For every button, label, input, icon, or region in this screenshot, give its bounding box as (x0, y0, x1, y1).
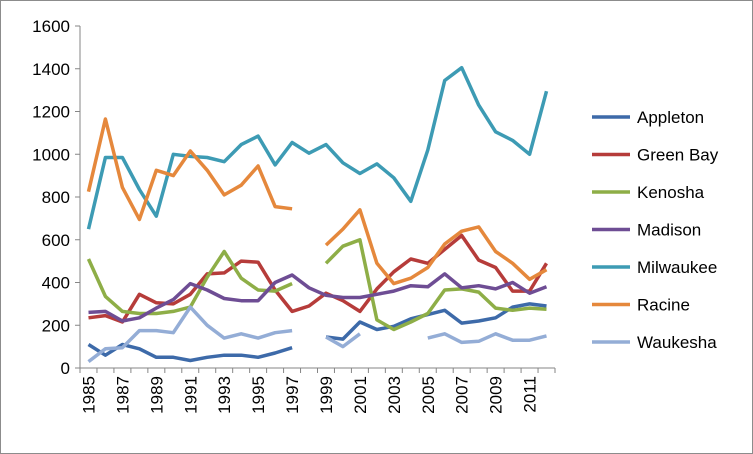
x-tick-label: 2005 (419, 376, 438, 414)
x-tick-label: 1985 (79, 376, 98, 414)
x-tick-label: 1987 (113, 376, 132, 414)
y-tick-label: 0 (61, 359, 70, 378)
x-tick-label: 1989 (147, 376, 166, 414)
y-tick-label: 600 (42, 231, 70, 250)
series-line-racine (86, 117, 548, 286)
y-tick-label: 1000 (32, 145, 70, 164)
legend: Appleton Green Bay Kenosha Madison Milwaukee… (592, 108, 719, 352)
x-tick-label: 2011 (521, 376, 540, 413)
x-tick-label: 1997 (283, 376, 302, 414)
series-line-madison (88, 272, 548, 323)
series-line-milwaukee (86, 65, 549, 230)
legend-label-appleton: Appleton (637, 108, 704, 127)
legend-label-racine: Racine (637, 296, 690, 315)
x-tick-label: 1991 (181, 376, 200, 414)
y-tick-label: 200 (42, 316, 70, 335)
series-lines (86, 65, 549, 363)
y-tick-label: 800 (42, 188, 70, 207)
x-tick-label: 1999 (317, 376, 336, 414)
y-tick-label: 1200 (32, 103, 70, 122)
x-tick-label: 1993 (215, 376, 234, 414)
x-tick-label: 1995 (249, 376, 268, 414)
y-tick-label: 1600 (32, 17, 70, 36)
legend-label-kenosha: Kenosha (637, 183, 705, 202)
y-tick-label: 1400 (32, 60, 70, 79)
legend-label-milwaukee: Milwaukee (637, 258, 717, 277)
x-tick-label: 2009 (487, 376, 506, 414)
legend-label-waukesha: Waukesha (637, 333, 717, 352)
y-axis: 0 200 400 600 800 1000 1200 1400 1600 (32, 17, 81, 378)
series-line-waukesha (87, 305, 547, 363)
x-tick-label: 2007 (453, 376, 472, 414)
x-tick-label: 2001 (351, 376, 370, 414)
legend-label-green-bay: Green Bay (637, 146, 719, 165)
x-axis: 1985 1987 1989 1991 1993 1995 1997 1999 2001 2003… (79, 367, 556, 414)
y-tick-label: 400 (42, 274, 70, 293)
legend-label-madison: Madison (637, 221, 701, 240)
x-tick-label: 2003 (385, 376, 404, 414)
